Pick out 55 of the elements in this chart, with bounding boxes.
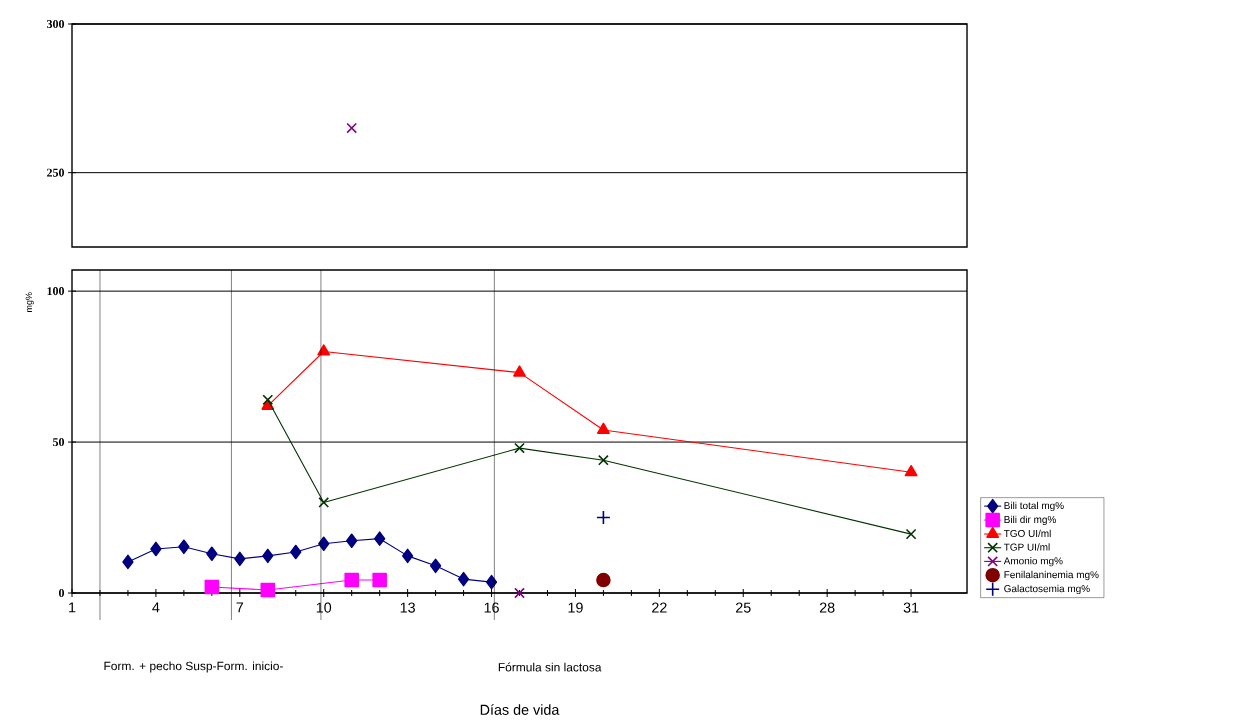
x-tick-label: 19 bbox=[568, 602, 583, 613]
x-tick-label: 10 bbox=[316, 602, 332, 613]
point bbox=[513, 365, 526, 377]
x-tick-label: 4 bbox=[152, 602, 160, 613]
text: Form. + pecho Susp-Form. inicio- bbox=[104, 661, 283, 673]
point bbox=[372, 572, 387, 588]
legend-label: Fenilalaninemia mg% bbox=[1004, 570, 1099, 581]
x-tick-label: 22 bbox=[652, 602, 667, 613]
point bbox=[514, 442, 525, 454]
point bbox=[596, 510, 611, 525]
x-tick-label: 1 bbox=[69, 602, 76, 613]
y-tick-label: 0 bbox=[58, 588, 65, 598]
x-tick-label: 31 bbox=[903, 602, 919, 613]
point bbox=[905, 528, 917, 540]
y-axis-title: mg% bbox=[25, 292, 34, 312]
x-tick-label: 28 bbox=[819, 602, 835, 613]
text: Fórmula sin lactosa bbox=[498, 662, 602, 672]
point bbox=[178, 539, 190, 555]
point bbox=[206, 546, 218, 562]
point bbox=[514, 587, 525, 599]
point bbox=[597, 422, 610, 435]
point bbox=[401, 548, 414, 564]
point bbox=[904, 464, 918, 477]
point bbox=[262, 394, 274, 406]
point bbox=[374, 531, 386, 546]
x-tick-label: 25 bbox=[736, 602, 751, 613]
point bbox=[122, 554, 134, 570]
x-tick-label: 13 bbox=[400, 602, 415, 613]
legend-label: Galactosemia mg% bbox=[1004, 584, 1090, 595]
legend-label: Bili total mg% bbox=[1004, 501, 1064, 512]
point bbox=[429, 558, 442, 574]
legend-label: TGP UI/ml bbox=[1003, 543, 1050, 551]
point bbox=[150, 541, 162, 557]
point bbox=[596, 572, 611, 588]
point bbox=[485, 574, 498, 590]
point bbox=[204, 579, 220, 595]
y-tick-label: 100 bbox=[47, 287, 65, 296]
point bbox=[598, 454, 609, 466]
point bbox=[346, 533, 358, 549]
point bbox=[260, 582, 276, 598]
point bbox=[318, 497, 330, 508]
x-tick-label: 16 bbox=[484, 602, 499, 613]
legend-label: Amonio mg% bbox=[1003, 557, 1063, 567]
y-tick-label: 250 bbox=[47, 168, 65, 177]
legend-label: TGO UI/ml bbox=[1003, 529, 1051, 537]
point bbox=[234, 551, 246, 567]
point bbox=[344, 572, 359, 588]
point bbox=[457, 571, 470, 587]
y-tick-label: 300 bbox=[47, 19, 65, 29]
x-axis-title: Días de vida bbox=[480, 704, 560, 715]
x-tick-label: 7 bbox=[236, 602, 244, 613]
legend-label: Bili dir mg% bbox=[1004, 515, 1056, 525]
point bbox=[262, 548, 274, 564]
point bbox=[290, 544, 302, 560]
y-tick-label: 50 bbox=[53, 438, 65, 447]
